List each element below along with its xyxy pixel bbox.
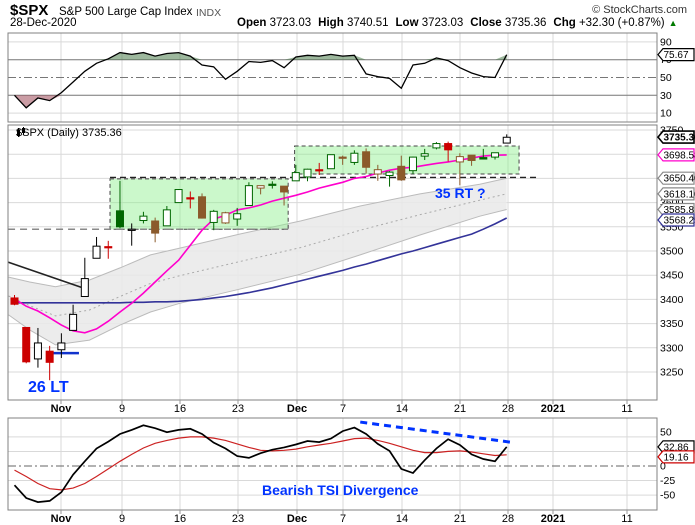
tsi-panel bbox=[8, 420, 657, 503]
svg-text:-25: -25 bbox=[660, 475, 675, 487]
annotation-bearish-tsi-divergence: Bearish TSI Divergence bbox=[262, 482, 419, 498]
svg-text:2021: 2021 bbox=[541, 403, 565, 415]
svg-text:3698.58: 3698.58 bbox=[664, 150, 695, 161]
chart-style-icon bbox=[17, 127, 25, 137]
high-label: High bbox=[318, 17, 344, 29]
high-value: 3740.51 bbox=[346, 17, 389, 29]
exchange-label: INDX bbox=[196, 7, 222, 19]
svg-text:50: 50 bbox=[660, 72, 672, 84]
svg-text:14: 14 bbox=[396, 513, 408, 525]
price-panel bbox=[7, 129, 657, 373]
chart-date: 28-Dec-2020 bbox=[10, 17, 77, 29]
open-label: Open bbox=[237, 17, 267, 29]
svg-text:3568.25: 3568.25 bbox=[664, 215, 695, 226]
annotation-26-lt: 26 LT bbox=[28, 379, 69, 396]
annotation-35-rt: 35 RT ? bbox=[435, 185, 486, 201]
svg-text:90: 90 bbox=[660, 36, 672, 48]
price-panel-label-text: $SPX (Daily) 3735.36 bbox=[16, 127, 122, 139]
svg-text:3350: 3350 bbox=[660, 318, 684, 330]
symbol: $SPX bbox=[10, 2, 49, 19]
svg-text:9: 9 bbox=[119, 403, 125, 415]
svg-text:21: 21 bbox=[454, 513, 466, 525]
quote-line: Open 3723.03 High 3740.51 Low 3723.03 Close… bbox=[237, 17, 678, 29]
svg-text:7: 7 bbox=[340, 513, 346, 525]
svg-text:30: 30 bbox=[660, 90, 672, 102]
svg-text:3400: 3400 bbox=[660, 294, 684, 306]
svg-text:23: 23 bbox=[232, 513, 244, 525]
svg-text:3300: 3300 bbox=[660, 342, 684, 354]
svg-text:32.86: 32.86 bbox=[664, 442, 689, 453]
svg-text:7: 7 bbox=[340, 403, 346, 415]
y-axis-labels: 9070503010375037003650360035503500345034… bbox=[660, 36, 684, 501]
svg-text:11: 11 bbox=[621, 403, 632, 415]
svg-text:3618.10: 3618.10 bbox=[664, 189, 695, 200]
up-triangle-icon: ▲ bbox=[668, 18, 678, 28]
index-name: S&P 500 Large Cap Index bbox=[59, 6, 193, 18]
svg-text:0: 0 bbox=[660, 461, 666, 473]
svg-text:9: 9 bbox=[119, 513, 125, 525]
svg-text:28: 28 bbox=[502, 513, 514, 525]
svg-text:Nov: Nov bbox=[51, 403, 73, 415]
panel-borders bbox=[7, 32, 658, 511]
close-value: 3735.36 bbox=[504, 17, 547, 29]
price-panel-label: $SPX (Daily) 3735.36 bbox=[16, 127, 122, 139]
svg-text:Dec: Dec bbox=[287, 403, 307, 415]
svg-text:3450: 3450 bbox=[660, 270, 684, 282]
rsi-panel bbox=[8, 41, 657, 114]
copyright: © StockCharts.com bbox=[592, 4, 687, 16]
svg-text:75.67: 75.67 bbox=[664, 50, 689, 61]
svg-text:50: 50 bbox=[660, 426, 672, 438]
close-label: Close bbox=[470, 17, 502, 29]
svg-text:3650.40: 3650.40 bbox=[664, 174, 695, 185]
x-axis: Nov 9 16 23 Dec 7 14 21 28 2021 11 Nov 9 16 23 Dec 7 14 21… bbox=[51, 400, 633, 525]
candlestick-series bbox=[10, 134, 511, 381]
svg-text:3500: 3500 bbox=[660, 246, 684, 258]
svg-text:21: 21 bbox=[454, 403, 466, 415]
svg-text:11: 11 bbox=[621, 513, 632, 525]
open-value: 3723.03 bbox=[269, 17, 312, 29]
svg-text:10: 10 bbox=[660, 108, 672, 120]
svg-text:14: 14 bbox=[396, 403, 408, 415]
svg-text:16: 16 bbox=[174, 513, 186, 525]
svg-text:-50: -50 bbox=[660, 490, 675, 502]
low-value: 3723.03 bbox=[421, 17, 464, 29]
svg-text:3585.81: 3585.81 bbox=[664, 205, 695, 216]
chg-value: +32.30 (+0.87%) bbox=[578, 17, 665, 29]
svg-text:2021: 2021 bbox=[541, 513, 565, 525]
svg-text:19.16: 19.16 bbox=[664, 452, 689, 463]
low-label: Low bbox=[395, 17, 419, 29]
price-tags: 75.67 3735.36 3698.58 3650.40 3618.10 3585.81… bbox=[656, 48, 695, 464]
svg-text:Dec: Dec bbox=[287, 513, 307, 525]
svg-text:28: 28 bbox=[502, 403, 514, 415]
svg-text:Nov: Nov bbox=[51, 513, 73, 525]
svg-text:3250: 3250 bbox=[660, 367, 684, 379]
chg-label: Chg bbox=[553, 17, 576, 29]
svg-text:23: 23 bbox=[232, 403, 244, 415]
svg-text:3735.36: 3735.36 bbox=[664, 133, 695, 144]
svg-text:16: 16 bbox=[174, 403, 186, 415]
